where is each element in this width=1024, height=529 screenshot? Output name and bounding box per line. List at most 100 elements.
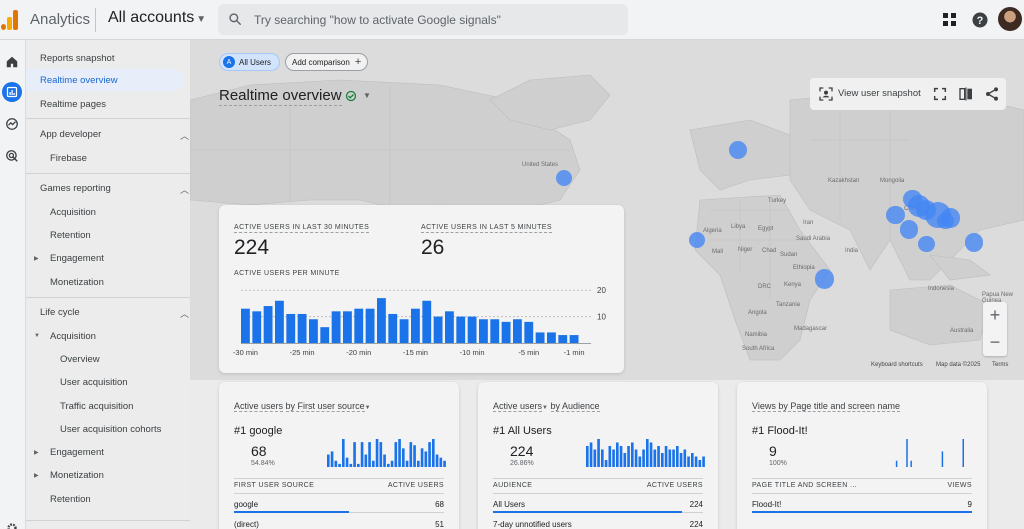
card-dimension[interactable]: by Page title and screen name (778, 401, 900, 412)
sidebar-item-lc-retention[interactable]: Retention (50, 494, 91, 505)
map-user-bubble[interactable] (937, 212, 954, 230)
minute-bar[interactable] (365, 308, 375, 343)
minute-bar[interactable] (286, 313, 296, 343)
minute-bar[interactable] (377, 298, 386, 343)
terms-link[interactable]: Terms (992, 362, 1009, 368)
reports-icon[interactable] (2, 82, 22, 102)
expand-arrow-icon[interactable]: ▶ (34, 450, 39, 456)
sidebar-item-lc-monetization[interactable]: Monetization (50, 470, 104, 481)
settings-gear-icon[interactable] (2, 518, 22, 529)
minute-bar[interactable] (445, 311, 454, 343)
card-dimension[interactable]: by First user source (285, 401, 365, 412)
minute-bar[interactable] (263, 306, 273, 343)
minute-bar[interactable] (411, 308, 420, 343)
card-metric[interactable]: Views (752, 401, 776, 412)
minute-bar[interactable] (433, 316, 443, 343)
minute-bar[interactable] (241, 308, 250, 343)
map-user-bubble[interactable] (964, 233, 984, 252)
title-dropdown-icon[interactable]: ▼ (363, 91, 371, 100)
verified-check-icon[interactable] (345, 90, 357, 102)
apps-grid-icon[interactable] (940, 10, 960, 30)
sidebar-section-games-reporting[interactable]: Games reporting ︿ (40, 183, 189, 195)
minute-bar[interactable] (558, 335, 568, 343)
advertising-icon[interactable] (2, 146, 22, 166)
chip-all-users[interactable]: A All Users (219, 53, 281, 71)
account-avatar[interactable] (998, 7, 1022, 31)
zoom-in-button[interactable]: + (989, 305, 1001, 325)
user-snapshot-icon[interactable] (818, 86, 834, 102)
sidebar-item-user-acquisition[interactable]: User acquisition (60, 377, 128, 388)
minute-bar[interactable] (479, 319, 488, 343)
sidebar-item-reports-snapshot[interactable]: Reports snapshot (40, 53, 115, 64)
table-row-name[interactable]: 7-day unnotified users (493, 520, 572, 529)
compare-icon[interactable] (958, 86, 974, 102)
sidebar-item-realtime-pages[interactable]: Realtime pages (40, 99, 107, 110)
minute-bar[interactable] (331, 311, 341, 343)
sidebar-item-traffic-acquisition[interactable]: Traffic acquisition (60, 401, 134, 412)
card-metric[interactable]: Active users (493, 401, 543, 412)
map-user-bubble[interactable] (555, 169, 573, 187)
map-user-bubble[interactable] (688, 231, 706, 249)
collapse-arrow-icon[interactable]: ▼ (34, 333, 40, 339)
map-user-bubble[interactable] (728, 140, 747, 159)
minute-bar[interactable] (524, 321, 534, 343)
card-metric[interactable]: Active users (234, 401, 284, 412)
account-selector[interactable]: All accounts ▼ (108, 9, 206, 27)
sidebar-item-realtime-overview[interactable]: Realtime overview (26, 69, 184, 91)
table-row-name[interactable]: All Users (493, 500, 526, 509)
minute-bar[interactable] (343, 311, 352, 343)
search-box[interactable] (218, 4, 628, 35)
minute-bar[interactable] (297, 313, 307, 343)
sidebar-item-engagement[interactable]: Engagement (50, 253, 104, 264)
minute-bar[interactable] (320, 327, 330, 343)
minute-bar[interactable] (388, 313, 398, 343)
map-user-bubble[interactable] (918, 235, 935, 253)
minute-bar[interactable] (535, 332, 545, 343)
sidebar-item-lc-engagement[interactable]: Engagement (50, 447, 104, 458)
minute-bar[interactable] (547, 332, 556, 343)
sidebar-item-firebase[interactable]: Firebase (50, 153, 87, 164)
expand-arrow-icon[interactable]: ▶ (34, 473, 39, 479)
minute-bar[interactable] (513, 319, 522, 343)
table-row-name[interactable]: (direct) (234, 520, 259, 529)
dimension-dropdown-icon[interactable]: ▼ (364, 405, 371, 411)
view-user-snapshot-button[interactable]: View user snapshot (838, 88, 921, 99)
map-user-bubble[interactable] (886, 205, 905, 225)
explore-icon[interactable] (2, 114, 22, 134)
sidebar-item-lc-acquisition[interactable]: Acquisition (50, 331, 96, 342)
table-row-name[interactable]: Flood-It! (752, 500, 782, 509)
minute-bar[interactable] (490, 319, 500, 343)
minute-bar[interactable] (422, 300, 432, 343)
sidebar-item-overview[interactable]: Overview (60, 354, 100, 365)
metric-dropdown-icon[interactable]: ▼ (542, 405, 548, 411)
minute-bar[interactable] (309, 319, 318, 343)
minute-bar[interactable] (569, 335, 579, 343)
sidebar-item-user-acquisition-cohorts[interactable]: User acquisition cohorts (60, 424, 162, 435)
home-icon[interactable] (2, 52, 22, 72)
minute-bar[interactable] (275, 300, 284, 343)
minute-bar[interactable] (501, 321, 511, 343)
sidebar-section-life-cycle[interactable]: Life cycle ︿ (40, 307, 189, 319)
minute-bar[interactable] (467, 316, 477, 343)
minute-bar[interactable] (354, 308, 364, 343)
help-icon[interactable]: ? (970, 10, 990, 30)
sidebar-section-app-developer[interactable]: App developer ︿ (40, 129, 189, 141)
expand-arrow-icon[interactable]: ▶ (34, 256, 39, 262)
add-comparison-button[interactable]: Add comparison + (285, 53, 369, 71)
analytics-logo-icon[interactable] (0, 8, 20, 30)
map-user-bubble[interactable] (899, 220, 919, 239)
map-user-bubble[interactable] (814, 269, 835, 290)
minute-bar[interactable] (399, 319, 409, 343)
search-input[interactable] (254, 10, 614, 30)
minute-bar[interactable] (252, 311, 262, 343)
table-row-name[interactable]: google (234, 500, 259, 509)
card-dimension[interactable]: by Audience (550, 401, 600, 412)
sidebar-item-acquisition[interactable]: Acquisition (50, 207, 96, 218)
sidebar-item-monetization[interactable]: Monetization (50, 277, 104, 288)
sidebar-item-retention[interactable]: Retention (50, 230, 91, 241)
minute-bar[interactable] (456, 316, 466, 343)
zoom-out-button[interactable]: − (989, 332, 1001, 352)
keyboard-shortcuts-link[interactable]: Keyboard shortcuts (871, 362, 923, 368)
share-icon[interactable] (984, 86, 1000, 102)
fullscreen-icon[interactable] (932, 86, 948, 102)
